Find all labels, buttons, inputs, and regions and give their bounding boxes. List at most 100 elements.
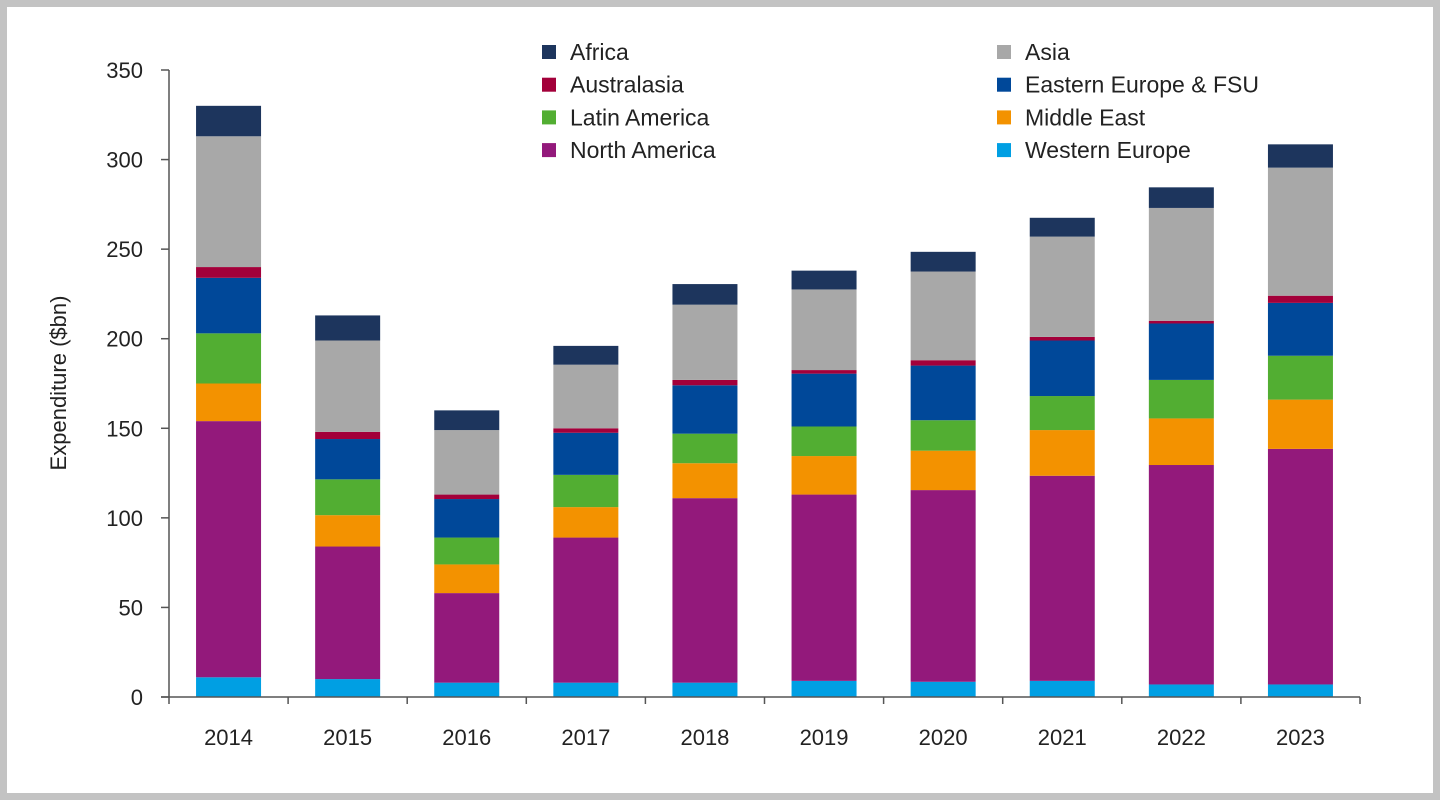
bar-segment-africa-2021 [1029,217,1095,237]
bar-segment-north-america-2018 [672,498,738,683]
legend-item: Asia [997,39,1070,65]
y-tick-label: 150 [106,416,143,441]
bar-segment-africa-2022 [1148,187,1214,208]
bar-segment-eastern-europe-fsu-2022 [1148,323,1214,380]
legend-swatch [997,110,1011,125]
bar-segment-north-america-2023 [1267,448,1333,685]
legend-item: Australasia [542,72,684,98]
bar-segment-north-america-2022 [1148,465,1214,685]
y-tick-label: 300 [106,148,143,173]
bar-segment-africa-2019 [791,270,857,290]
bar-segment-middle-east-2023 [1267,399,1333,449]
bar-segment-eastern-europe-fsu-2019 [791,373,857,427]
bar-segment-africa-2016 [434,410,500,431]
bar-segment-asia-2020 [910,271,976,361]
bar-segment-asia-2023 [1267,167,1333,296]
legend-item: North America [542,137,716,163]
y-tick-label: 0 [131,685,143,710]
bar-segment-western-europe-2017 [553,682,619,697]
bar-segment-africa-2017 [553,345,619,365]
bar-segment-middle-east-2014 [196,383,262,422]
bar-segment-asia-2015 [315,340,381,432]
bar-segment-australasia-2021 [1029,336,1095,341]
bar-segment-western-europe-2021 [1029,680,1095,697]
bar-segment-latin-america-2020 [910,420,976,451]
bar-segment-western-europe-2019 [791,680,857,697]
x-tick-label: 2022 [1157,725,1206,750]
bar-segment-eastern-europe-fsu-2015 [315,439,381,480]
bar-segment-middle-east-2016 [434,564,500,594]
bar-segment-north-america-2021 [1029,475,1095,681]
bar-segment-latin-america-2016 [434,537,500,565]
bar-segment-middle-east-2021 [1029,430,1095,476]
bar-segment-western-europe-2023 [1267,684,1333,697]
y-tick-label: 350 [106,58,143,83]
legend-item: Western Europe [997,137,1191,163]
bar-segment-north-america-2015 [315,546,381,680]
bar-segment-middle-east-2015 [315,515,381,547]
bar-segment-western-europe-2014 [196,677,262,697]
x-tick-label: 2018 [680,725,729,750]
legend-swatch [997,77,1011,92]
x-tick-label: 2019 [800,725,849,750]
bar-segment-asia-2017 [553,364,619,429]
bar-segment-australasia-2023 [1267,295,1333,303]
bar-segment-africa-2023 [1267,144,1333,168]
bar-segment-western-europe-2015 [315,679,381,697]
x-tick-label: 2021 [1038,725,1087,750]
legend-item: Africa [542,39,629,65]
bar-segment-eastern-europe-fsu-2021 [1029,340,1095,397]
bar-segment-australasia-2014 [196,267,262,278]
legend-item: Middle East [997,104,1146,130]
bar-segment-western-europe-2020 [910,681,976,697]
bar-segment-africa-2015 [315,315,381,341]
bar-segment-asia-2022 [1148,207,1214,321]
bar-segment-latin-america-2023 [1267,355,1333,400]
bar-segment-middle-east-2017 [553,507,619,538]
x-tick-label: 2015 [323,725,372,750]
bar-segment-western-europe-2016 [434,682,500,697]
legend-swatch [542,77,556,92]
bar-segment-north-america-2020 [910,490,976,682]
bar-segment-middle-east-2018 [672,463,738,499]
bar-segment-eastern-europe-fsu-2020 [910,365,976,421]
x-tick-label: 2017 [561,725,610,750]
bar-segment-middle-east-2019 [791,456,857,495]
bar-segment-latin-america-2015 [315,479,381,516]
bar-segment-asia-2014 [196,136,262,268]
legend-label: North America [570,137,716,163]
bar-segment-middle-east-2020 [910,450,976,491]
bar-segment-north-america-2014 [196,421,262,678]
legend-swatch [542,110,556,125]
bar-segment-eastern-europe-fsu-2023 [1267,302,1333,356]
y-tick-label: 50 [119,595,143,620]
bar-segment-north-america-2017 [553,537,619,683]
legend-label: Western Europe [1025,137,1191,163]
bar-segment-latin-america-2019 [791,426,857,457]
x-tick-label: 2023 [1276,725,1325,750]
bar-segment-north-america-2019 [791,494,857,681]
bar-segment-asia-2018 [672,304,738,380]
y-axis-label: Expenditure ($bn) [46,296,71,471]
bar-segment-latin-america-2018 [672,433,738,464]
bar-segment-asia-2019 [791,289,857,371]
bar-segment-north-america-2016 [434,593,500,683]
legend-label: Australasia [570,72,684,98]
bar-segment-eastern-europe-fsu-2014 [196,277,262,334]
bar-segment-latin-america-2021 [1029,396,1095,431]
y-tick-label: 100 [106,506,143,531]
bar-segment-australasia-2022 [1148,320,1214,324]
legend-swatch [997,45,1011,59]
y-tick-label: 200 [106,327,143,352]
bar-segment-australasia-2020 [910,360,976,366]
bar-segment-latin-america-2017 [553,474,619,508]
bar-segment-eastern-europe-fsu-2018 [672,385,738,434]
bar-segment-australasia-2017 [553,428,619,433]
legend-item: Latin America [542,104,710,130]
legend-label: Africa [570,39,629,65]
bar-segment-asia-2021 [1029,236,1095,337]
bar-segment-western-europe-2018 [672,682,738,697]
x-tick-label: 2020 [919,725,968,750]
legend-item: Eastern Europe & FSU [997,72,1259,98]
